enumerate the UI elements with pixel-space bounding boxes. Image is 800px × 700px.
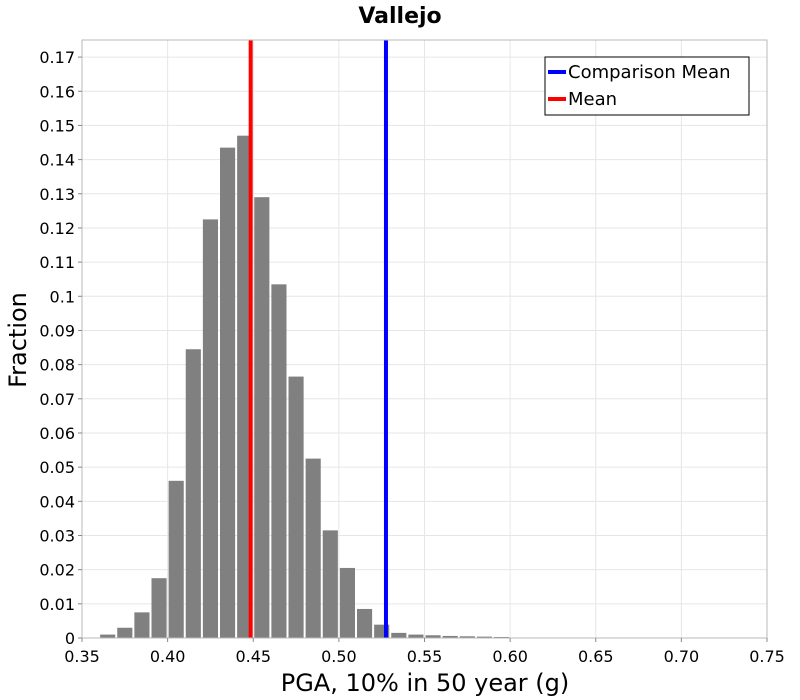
x-tick-label: 0.35 (64, 647, 100, 666)
x-tick-label: 0.45 (235, 647, 271, 666)
x-axis-title: PGA, 10% in 50 year (g) (281, 669, 570, 697)
histogram-bars (100, 135, 510, 638)
histogram-bar (237, 135, 253, 638)
x-tick-label: 0.60 (492, 647, 528, 666)
histogram-bar (494, 636, 510, 638)
histogram-bar (357, 608, 373, 638)
histogram-bar (339, 567, 355, 638)
chart-title: Vallejo (358, 4, 441, 29)
y-tick-label: 0.02 (39, 561, 75, 580)
legend-box (544, 56, 750, 116)
y-tick-label: 0.07 (39, 390, 75, 409)
x-tick-label: 0.65 (578, 647, 614, 666)
y-tick-label: 0.12 (39, 219, 75, 238)
x-tick-label: 0.75 (749, 647, 785, 666)
x-tick-label: 0.40 (150, 647, 186, 666)
histogram-bar (459, 636, 475, 638)
legend-label-comparison-mean: Comparison Mean (568, 62, 731, 83)
mean-lines (248, 40, 388, 638)
histogram-bar (271, 284, 287, 638)
y-tick-label: 0.05 (39, 458, 75, 477)
histogram-bar (220, 147, 236, 638)
legend-label-mean: Mean (568, 89, 617, 110)
x-axis-ticks: 0.35 0.40 0.45 0.50 0.55 0.60 0.65 0.70 0.75 (64, 638, 785, 666)
histogram-bar (100, 634, 116, 638)
histogram-bar (476, 636, 492, 638)
x-tick-label: 0.70 (664, 647, 700, 666)
histogram-bar (117, 627, 133, 638)
y-tick-label: 0.15 (39, 116, 75, 135)
y-tick-label: 0.13 (39, 185, 75, 204)
y-tick-label: 0.14 (39, 151, 75, 170)
y-axis-ticks: 0 0.01 0.02 0.03 0.04 0.05 0.06 0.07 0.08 0.09 0.1… (39, 48, 82, 648)
y-tick-label: 0.03 (39, 526, 75, 545)
histogram-bar (288, 376, 304, 638)
histogram-bar (408, 634, 424, 638)
y-axis-title: Fraction (4, 292, 32, 388)
y-tick-label: 0.1 (50, 287, 75, 306)
y-tick-label: 0.11 (39, 253, 75, 272)
histogram-bar (168, 480, 184, 638)
histogram-bar (134, 612, 150, 638)
x-tick-label: 0.50 (321, 647, 357, 666)
x-tick-label: 0.55 (407, 647, 443, 666)
y-tick-label: 0 (65, 629, 75, 648)
y-tick-label: 0.16 (39, 82, 75, 101)
legend: Comparison Mean Mean (544, 56, 750, 116)
y-tick-label: 0.09 (39, 321, 75, 340)
histogram-bar (185, 349, 201, 638)
y-tick-label: 0.17 (39, 48, 75, 67)
histogram-bar (202, 219, 218, 638)
histogram-bar (254, 197, 270, 638)
histogram-bar (305, 458, 321, 638)
histogram-bar (391, 632, 407, 638)
histogram-bar (442, 635, 458, 638)
y-tick-label: 0.08 (39, 356, 75, 375)
histogram-bar (151, 578, 167, 638)
y-tick-label: 0.04 (39, 492, 75, 511)
histogram-bar (425, 635, 441, 638)
histogram-bar (322, 530, 338, 638)
y-tick-label: 0.01 (39, 595, 75, 614)
y-tick-label: 0.06 (39, 424, 75, 443)
